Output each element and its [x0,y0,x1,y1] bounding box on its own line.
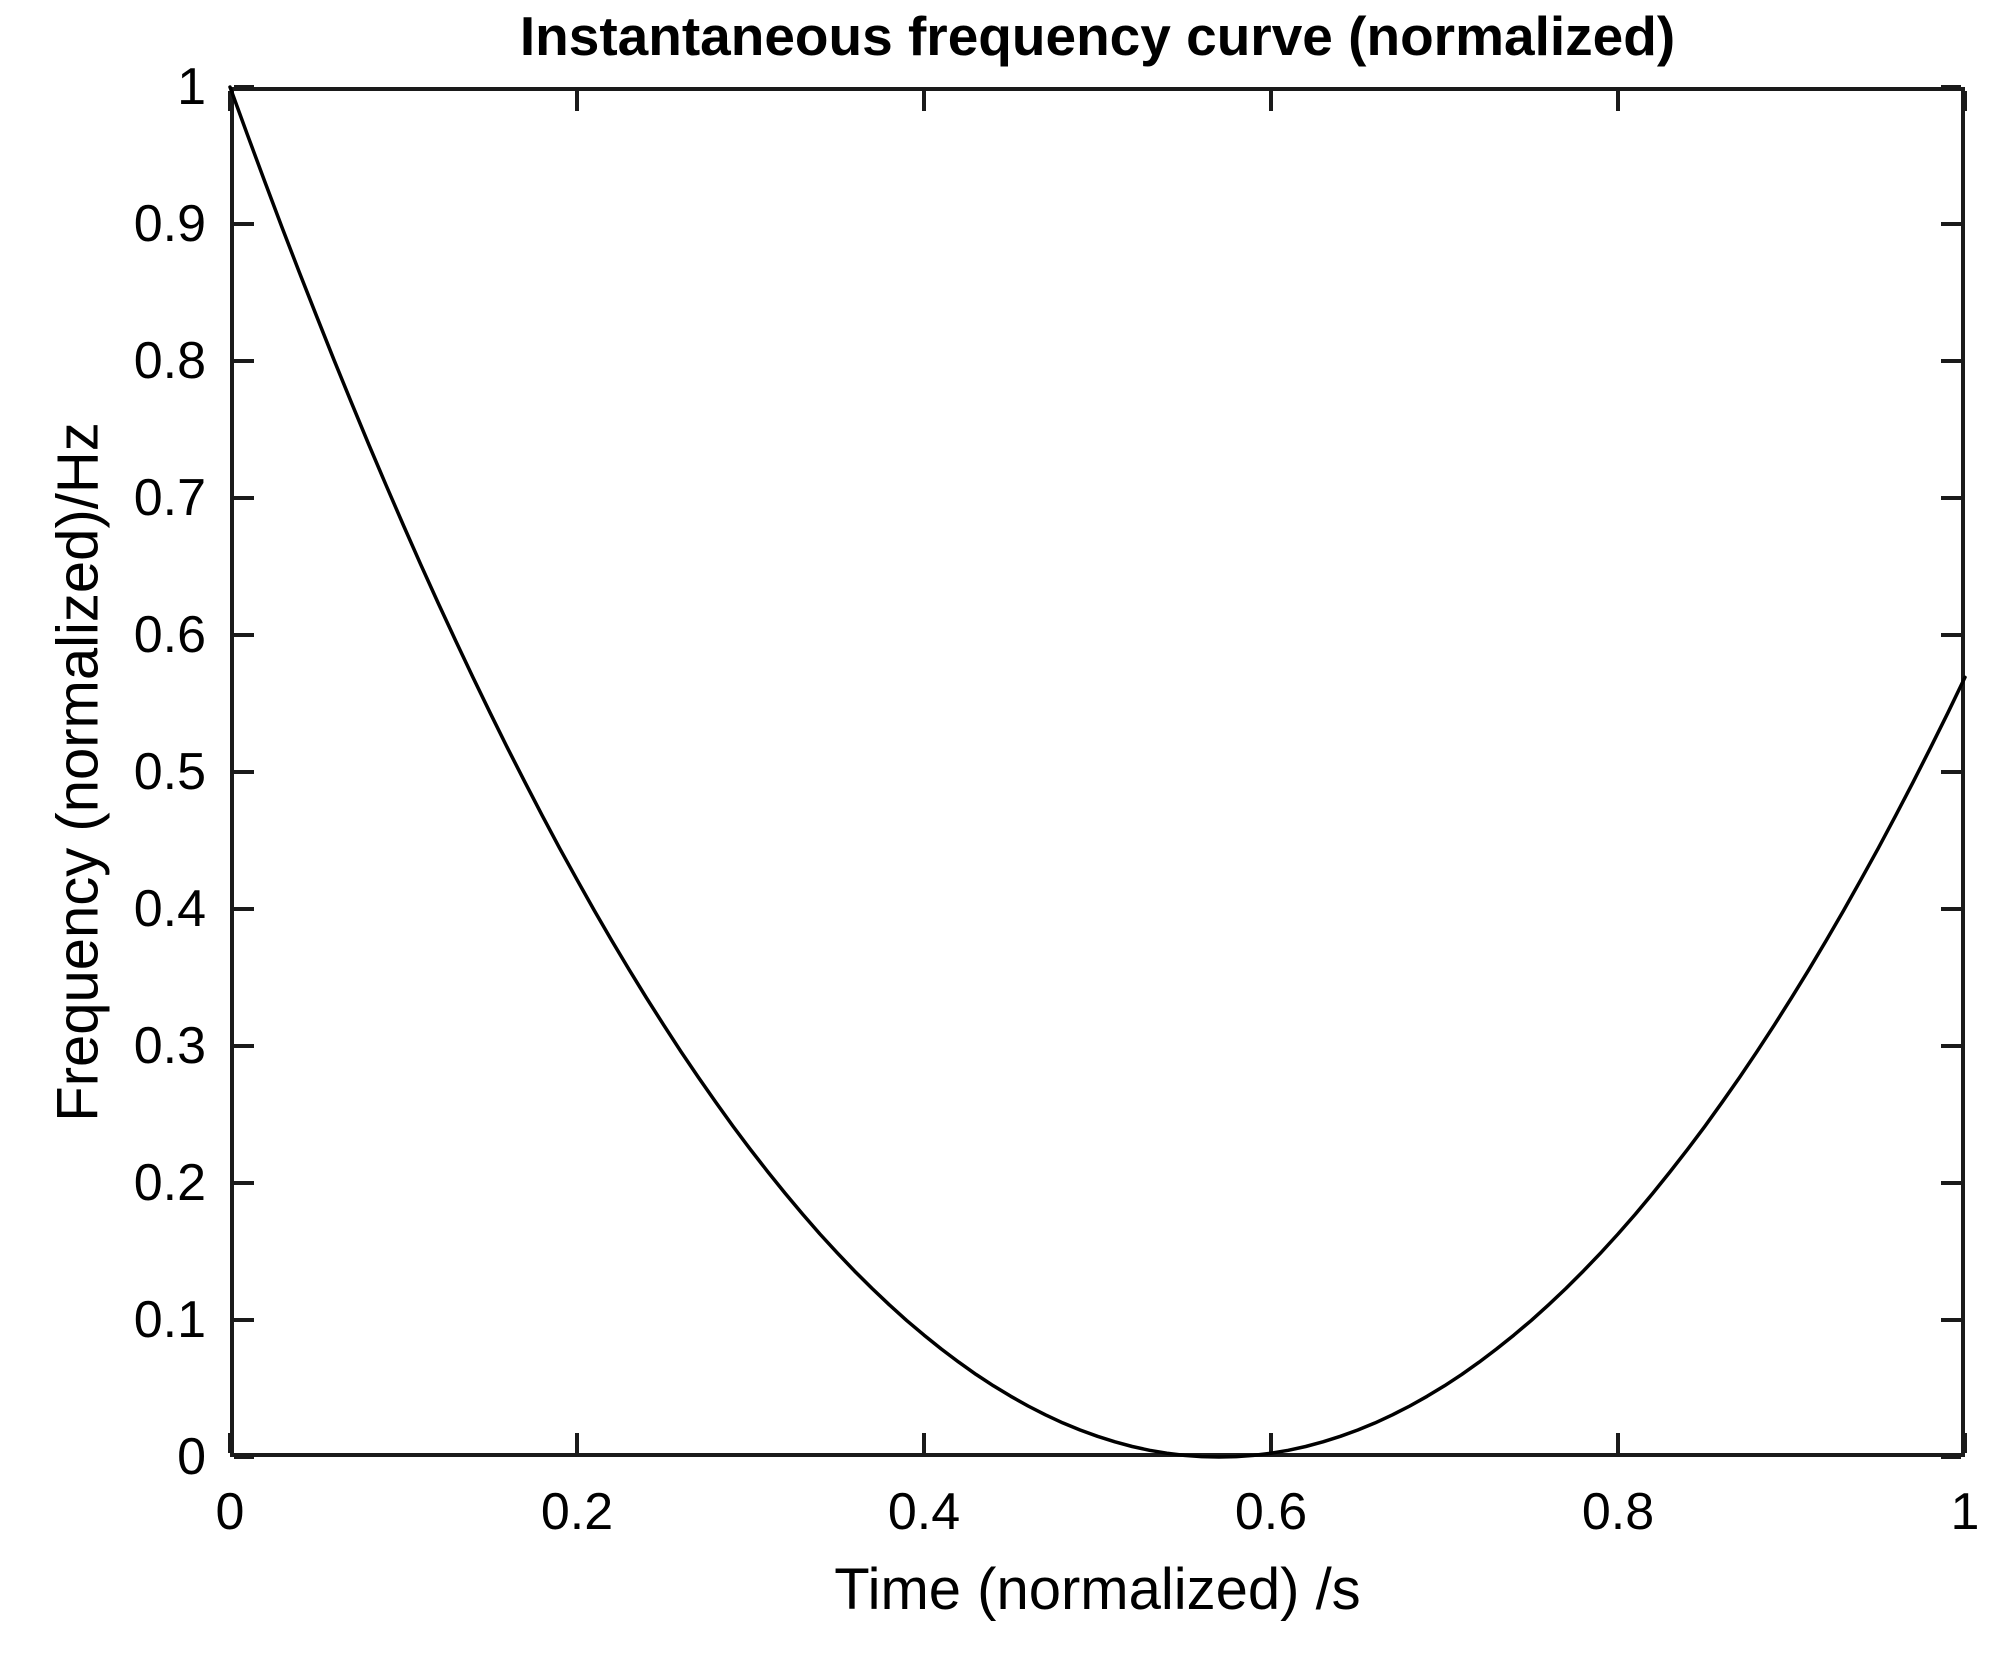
axes-box [230,87,1965,1457]
frequency-curve [228,85,1967,1459]
x-tick-label: 0.8 [1581,1483,1655,1541]
plot-area [228,85,1967,1459]
y-tick-label: 0.4 [133,880,206,938]
x-tick-label: 0 [215,1483,245,1541]
chart-title: Instantaneous frequency curve (normalize… [519,5,1676,67]
x-tick-label: 1 [1950,1483,1980,1541]
y-tick-label: 0.6 [133,606,206,664]
y-tick-label: 0.7 [133,469,206,527]
y-tick-label: 0.2 [133,1154,206,1212]
y-tick-label: 0.9 [133,195,206,253]
x-tick-label: 0.2 [540,1483,614,1541]
x-tick-label: 0.6 [1234,1483,1308,1541]
x-axis-label: Time (normalized) /s [834,1557,1361,1622]
y-tick-label: 0 [177,1428,206,1486]
x-tick-label: 0.4 [887,1483,961,1541]
y-tick-label: 0.8 [133,332,206,390]
y-tick-label: 0.1 [133,1291,206,1349]
y-tick-label: 1 [177,58,206,116]
y-tick-label: 0.5 [133,743,206,801]
y-tick-label: 0.3 [133,1017,206,1075]
